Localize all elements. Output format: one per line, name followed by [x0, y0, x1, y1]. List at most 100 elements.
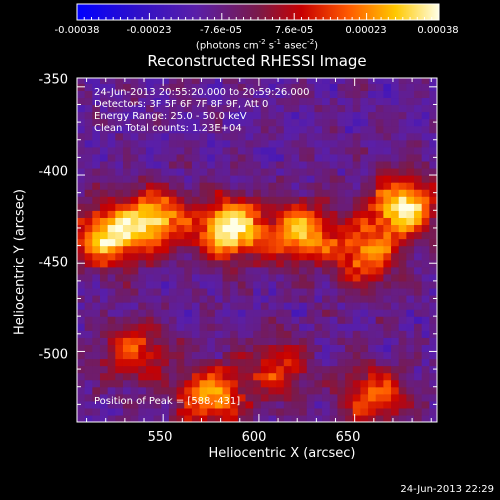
heatmap-cell: [421, 182, 430, 190]
heatmap-cell: [222, 379, 231, 388]
heatmap-cell: [207, 146, 216, 155]
heatmap-cell: [207, 231, 216, 240]
heatmap-cell: [222, 302, 231, 310]
heatmap-cell: [130, 238, 139, 247]
heatmap-cell: [168, 259, 178, 268]
heatmap-cell: [398, 337, 407, 345]
heatmap-cell: [429, 231, 437, 240]
heatmap-cell: [237, 414, 247, 422]
heatmap-cell: [184, 167, 193, 176]
heatmap-cell: [253, 90, 262, 99]
heatmap-cell: [299, 160, 308, 169]
heatmap-cell: [245, 302, 254, 310]
heatmap-cell: [414, 252, 423, 261]
heatmap-cell: [322, 287, 331, 296]
heatmap-cell: [383, 316, 392, 324]
heatmap-cell: [322, 316, 331, 324]
heatmap-cell: [345, 259, 354, 268]
heatmap-cell: [406, 414, 415, 422]
heatmap-cell: [375, 245, 384, 254]
heatmap-cell: [115, 139, 124, 148]
heatmap-cell: [191, 309, 201, 317]
heatmap-cell: [375, 160, 384, 169]
heatmap-cell: [214, 372, 224, 381]
heatmap-cell: [107, 386, 116, 395]
heatmap-cell: [77, 316, 86, 324]
heatmap-cell: [176, 217, 185, 226]
heatmap-cell: [153, 252, 162, 261]
heatmap-cell: [383, 259, 392, 268]
heatmap-cell: [161, 146, 170, 155]
heatmap-cell: [360, 78, 369, 84]
heatmap-cell: [145, 97, 155, 106]
heatmap-cell: [352, 400, 362, 409]
heatmap-cell: [115, 90, 124, 99]
heatmap-cell: [77, 224, 86, 233]
heatmap-cell: [115, 280, 124, 289]
heatmap-cell: [291, 386, 300, 395]
heatmap-cell: [299, 139, 308, 148]
heatmap-cell: [306, 167, 316, 176]
heatmap-cell: [421, 132, 430, 141]
heatmap-cell: [84, 90, 93, 99]
heatmap-cell: [375, 78, 384, 84]
heatmap-cell: [345, 407, 354, 416]
heatmap-cell: [314, 83, 323, 91]
heatmap-cell: [199, 358, 208, 367]
heatmap-cell: [352, 372, 362, 381]
heatmap-cell: [130, 365, 139, 374]
heatmap-cell: [414, 245, 423, 254]
heatmap-cell: [314, 330, 323, 338]
heatmap-cell: [184, 372, 193, 381]
heatmap-cell: [237, 323, 247, 331]
heatmap-cell: [214, 196, 224, 204]
heatmap-cell: [176, 400, 185, 409]
heatmap-cell: [406, 273, 415, 282]
heatmap-cell: [337, 287, 346, 296]
heatmap-cell: [92, 337, 101, 345]
heatmap-cell: [421, 146, 430, 155]
heatmap-cell: [107, 252, 116, 261]
heatmap-cell: [168, 302, 178, 310]
heatmap-cell: [414, 203, 423, 211]
heatmap-cell: [214, 132, 224, 141]
heatmap-cell: [122, 146, 132, 155]
heatmap-cell: [191, 83, 201, 91]
heatmap-cell: [345, 252, 354, 261]
heatmap-cell: [260, 132, 270, 141]
heatmap-cell: [99, 259, 109, 268]
heatmap-cell: [276, 153, 285, 162]
heatmap-cell: [253, 224, 262, 233]
heatmap-cell: [214, 316, 224, 324]
heatmap-cell: [199, 125, 208, 134]
heatmap-cell: [322, 273, 331, 282]
heatmap-cell: [360, 203, 369, 211]
heatmap-cell: [122, 153, 132, 162]
heatmap-cell: [199, 160, 208, 169]
heatmap-cell: [184, 182, 193, 190]
heatmap-cell: [345, 379, 354, 388]
heatmap-cell: [222, 182, 231, 190]
heatmap-cell: [222, 287, 231, 296]
heatmap-cell: [145, 238, 155, 247]
heatmap-cell: [375, 365, 384, 374]
heatmap-cell: [283, 90, 293, 99]
heatmap-cell: [306, 132, 316, 141]
heatmap-cell: [199, 294, 208, 303]
heatmap-cell: [352, 379, 362, 388]
heatmap-cell: [260, 351, 270, 360]
heatmap-cell: [421, 153, 430, 162]
heatmap-cell: [414, 111, 423, 120]
heatmap-cell: [414, 83, 423, 91]
heatmap-cell: [207, 337, 216, 345]
heatmap-cell: [306, 287, 316, 296]
heatmap-cell: [352, 189, 362, 197]
heatmap-cell: [176, 337, 185, 345]
heatmap-cell: [107, 344, 116, 353]
heatmap-cell: [161, 189, 170, 197]
x-tick-label: 550: [147, 430, 173, 445]
heatmap-cell: [191, 393, 201, 402]
heatmap-cell: [207, 344, 216, 353]
heatmap-cell: [306, 189, 316, 197]
heatmap-cell: [299, 104, 308, 113]
